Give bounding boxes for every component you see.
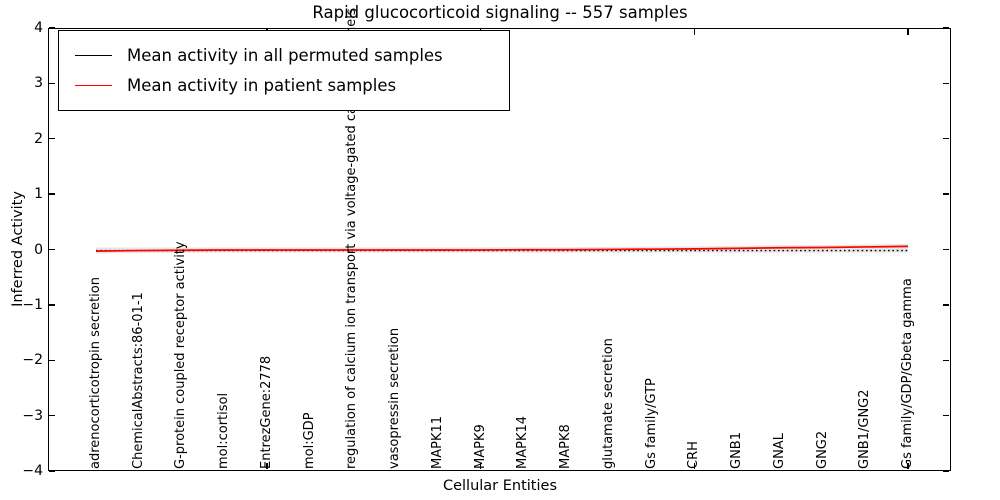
x-category-label: MAPK14 <box>515 415 531 469</box>
x-category-label: ChemicalAbstracts:86-01-1 <box>130 292 146 469</box>
legend-rows: Mean activity in all permuted samples Mea… <box>59 40 509 100</box>
permuted-std-band <box>96 243 909 254</box>
x-category-label: Gs family/GDP/Gbeta gamma <box>900 278 916 469</box>
x-category-label: Gs family/GTP <box>643 378 659 469</box>
y-tick-label: 4 <box>34 20 43 36</box>
bottom-x-tick <box>480 463 482 469</box>
y-tick-label: −2 <box>22 352 43 369</box>
y-tick-label: −4 <box>22 463 43 479</box>
left-y-tick <box>49 82 55 85</box>
y-tick-label: 0 <box>34 241 43 258</box>
bottom-x-tick <box>907 463 909 469</box>
patient-mean-line <box>95 245 909 252</box>
y-tick-label: 2 <box>34 130 43 147</box>
left-y-tick <box>49 414 55 417</box>
legend-row: Mean activity in patient samples <box>59 70 509 100</box>
y-tick-label: −3 <box>22 407 43 424</box>
left-y-tick <box>49 304 55 306</box>
right-y-tick <box>943 248 949 251</box>
left-y-tick <box>49 27 55 29</box>
x-category-label: MAPK9 <box>472 424 488 469</box>
x-category-label: vasopressin secretion <box>387 327 403 469</box>
right-y-tick <box>943 138 949 140</box>
left-y-tick <box>49 248 55 251</box>
y-tick-label: 3 <box>34 75 43 92</box>
right-y-tick <box>943 27 949 29</box>
left-y-tick <box>49 470 55 472</box>
left-y-tick <box>49 138 55 140</box>
right-y-tick <box>943 470 949 472</box>
y-tick-label: 1 <box>34 186 43 203</box>
right-y-tick <box>943 304 949 306</box>
x-category-label: EntrezGene:2778 <box>258 355 274 469</box>
right-y-tick <box>943 82 949 85</box>
legend-entry-label: Mean activity in all permuted samples <box>127 45 443 65</box>
right-y-tick <box>943 193 949 195</box>
chart-title: Rapid glucocorticoid signaling -- 557 sa… <box>312 3 688 22</box>
x-category-label: MAPK8 <box>558 424 574 469</box>
top-x-tick <box>693 29 695 35</box>
legend-line-sample <box>75 84 112 86</box>
right-y-tick <box>943 359 949 361</box>
legend-entry-label: Mean activity in patient samples <box>127 75 397 95</box>
x-axis-label: Cellular Entities <box>442 478 558 494</box>
x-category-label: GNB1 <box>729 432 745 469</box>
legend-row: Mean activity in all permuted samples <box>59 40 509 70</box>
legend-line-sample <box>75 54 112 56</box>
x-category-label: GNB1/GNG2 <box>857 389 873 469</box>
x-category-label: glutamate secretion <box>600 338 616 469</box>
plot-lines-canvas <box>95 243 909 254</box>
x-category-label: mol:cortisol <box>216 392 232 469</box>
x-category-label: MAPK11 <box>429 415 445 469</box>
bottom-x-tick <box>266 463 268 469</box>
x-category-label: adrenocorticotropin secretion <box>88 277 103 469</box>
legend-box: Mean activity in all permuted samples Mea… <box>58 30 510 111</box>
x-category-label: GNAL <box>771 433 787 469</box>
x-category-label: G-protein coupled receptor activity <box>173 241 189 469</box>
left-y-tick <box>49 359 55 361</box>
x-category-label: mol:GDP <box>301 412 317 469</box>
bottom-x-tick <box>693 463 695 469</box>
x-category-label: CRH <box>686 441 702 469</box>
y-tick-label: −1 <box>22 296 43 313</box>
left-y-tick <box>49 193 55 195</box>
top-x-tick <box>907 29 909 35</box>
right-y-tick <box>943 414 949 417</box>
x-category-label: GNG2 <box>814 430 830 469</box>
